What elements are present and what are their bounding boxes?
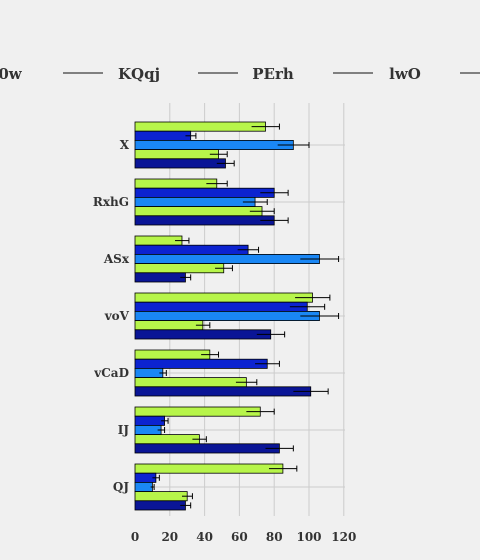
- legend-label-PErh: PErh: [252, 65, 294, 83]
- category-label-vCaD: vCaD: [93, 366, 129, 380]
- category-label-QJ: QJ: [113, 480, 129, 494]
- bar-RxhG-0w: [134, 178, 218, 189]
- bar-QJ-PErh: [134, 481, 153, 492]
- bar-voV-0w: [134, 292, 313, 303]
- x-tick-label-120: 120: [331, 530, 356, 544]
- category-label-voV: voV: [104, 309, 130, 323]
- bar-QJ-series-5: [134, 500, 186, 511]
- x-tick-label-20: 20: [161, 530, 178, 544]
- x-tick-label-60: 60: [231, 530, 248, 544]
- bar-IJ-series-5: [134, 443, 280, 454]
- bar-IJ-lwO: [134, 434, 200, 445]
- bar-RxhG-lwO: [134, 206, 263, 217]
- category-label-X: X: [120, 138, 130, 152]
- error-bars: [150, 123, 340, 509]
- bar-ASx-lwO: [134, 263, 225, 274]
- bar-vCaD-series-5: [134, 386, 312, 397]
- bar-vCaD-0w: [134, 349, 211, 360]
- bars: [134, 121, 320, 511]
- bar-IJ-KQqj: [134, 415, 165, 426]
- bar-RxhG-series-5: [134, 215, 275, 226]
- x-axis-ticks: 0 20 40 60 80 100 120: [131, 530, 357, 544]
- bar-voV-PErh: [134, 310, 320, 321]
- x-tick-label-0: 0: [131, 530, 139, 544]
- category-label-IJ: IJ: [118, 423, 130, 437]
- category-labels: X RxhG ASx voV vCaD IJ QJ: [93, 138, 130, 494]
- bar-vCaD-lwO: [134, 377, 247, 388]
- legend-label-lwO: lwO: [389, 65, 421, 83]
- bar-RxhG-KQqj: [134, 187, 275, 198]
- bar-RxhG-PErh: [134, 196, 256, 207]
- bar-X-lwO: [134, 149, 219, 160]
- category-label-ASx: ASx: [103, 252, 130, 266]
- bar-QJ-lwO: [134, 491, 188, 502]
- bar-voV-KQqj: [134, 301, 308, 312]
- bar-IJ-0w: [134, 406, 261, 417]
- x-tick-label-80: 80: [266, 530, 283, 544]
- bar-ASx-KQqj: [134, 244, 249, 255]
- grid-lines: [135, 103, 345, 516]
- bar-vCaD-KQqj: [134, 358, 268, 369]
- bar-ASx-series-5: [134, 272, 186, 283]
- bar-X-0w: [134, 121, 266, 132]
- bar-ASx-PErh: [134, 253, 320, 264]
- bar-QJ-0w: [134, 463, 284, 474]
- x-tick-label-40: 40: [196, 530, 213, 544]
- x-tick-label-100: 100: [296, 530, 321, 544]
- bar-ASx-0w: [134, 235, 183, 246]
- legend: 0w KQqj PErh lwO: [0, 65, 480, 83]
- bar-X-series-5: [134, 158, 226, 169]
- bar-X-PErh: [134, 139, 294, 150]
- bar-IJ-PErh: [134, 424, 162, 435]
- bar-vCaD-PErh: [134, 367, 164, 378]
- legend-label-KQqj: KQqj: [118, 65, 160, 83]
- bar-voV-series-5: [134, 329, 272, 340]
- category-label-RxhG: RxhG: [93, 195, 129, 209]
- legend-label-0w: 0w: [0, 65, 23, 83]
- bar-X-KQqj: [134, 130, 192, 141]
- bar-voV-lwO: [134, 320, 204, 331]
